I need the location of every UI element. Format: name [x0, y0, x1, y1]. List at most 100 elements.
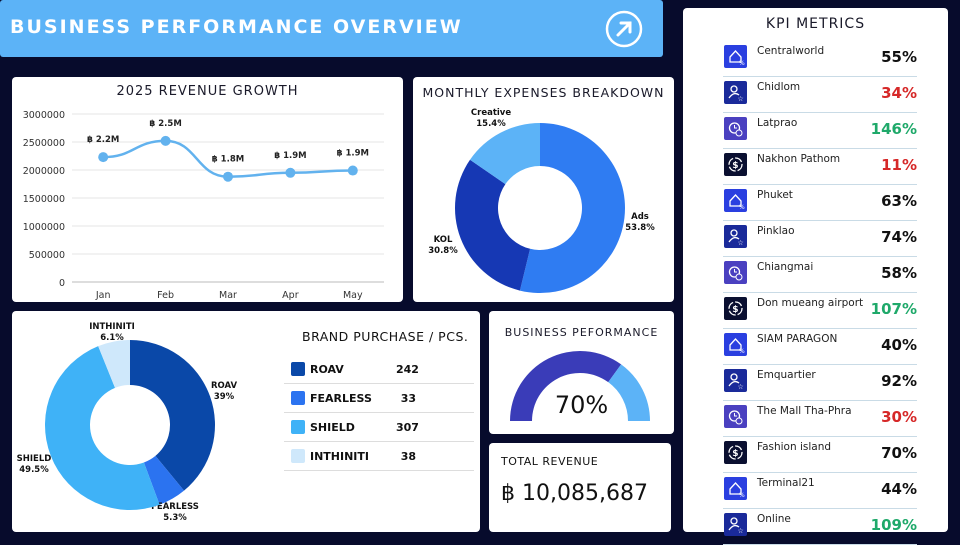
dollar-refresh-icon: $ — [724, 441, 747, 464]
y-tick-label: 500000 — [29, 250, 65, 261]
slice-name: KOL — [434, 235, 453, 245]
kpi-name: The Mall Tha-Phra — [757, 405, 852, 417]
data-label: ฿ 2.5M — [149, 119, 181, 129]
kpi-value: 34% — [881, 84, 917, 102]
header-banner: BUSINESS PERFORMANCE OVERVIEW — [0, 0, 663, 57]
brand-row: ROAV 242 — [284, 356, 474, 384]
kpi-row: $ Nakhon Pathom 11% — [723, 149, 917, 185]
slice-percent: 30.8% — [428, 246, 458, 256]
x-tick-label: Jan — [95, 290, 111, 301]
expenses-card: MONTHLY EXPENSES BREAKDOWN Ads 53.8% KOL 30… — [413, 77, 674, 302]
kpi-row: % Phuket 63% — [723, 185, 917, 221]
kpi-value: 70% — [881, 444, 917, 462]
slice-name: Creative — [471, 108, 511, 118]
kpi-row: The Mall Tha-Phra 30% — [723, 401, 917, 437]
slice-name: Ads — [631, 212, 649, 222]
slice-fearless — [143, 455, 185, 505]
kpi-name: Emquartier — [757, 369, 816, 381]
performance-gauge — [510, 351, 650, 421]
performance-card: BUSINESS PEFORMANCE 70% — [489, 311, 674, 434]
kpi-name: Latprao — [757, 117, 798, 129]
svg-text:$: $ — [732, 161, 738, 171]
kpi-value: 11% — [881, 156, 917, 174]
slice-percent: 5.3% — [163, 513, 187, 523]
slice-ads — [519, 123, 625, 293]
kpi-name: Fashion island — [757, 441, 832, 453]
house-percent-icon: % — [724, 333, 747, 356]
brand-row: INTHINITI 38 — [284, 443, 474, 471]
x-tick-label: Feb — [157, 290, 174, 301]
kpi-value: 107% — [870, 300, 917, 318]
kpi-row: ☆ Pinklao 74% — [723, 221, 917, 257]
kpi-row: % Centralworld 55% — [723, 41, 917, 77]
slice-inthiniti — [98, 340, 130, 388]
brand-pcs: 242 — [396, 363, 419, 376]
x-tick-label: Mar — [219, 290, 237, 301]
svg-text:☆: ☆ — [738, 95, 744, 103]
legend-swatch — [291, 420, 305, 434]
total-revenue-card: TOTAL REVENUE ฿ 10,085,687 — [489, 443, 671, 532]
kpi-value: 58% — [881, 264, 917, 282]
y-tick-label: 1000000 — [23, 222, 65, 233]
kpi-name: SIAM PARAGON — [757, 333, 838, 345]
user-star-icon: ☆ — [724, 513, 747, 536]
page-title: BUSINESS PERFORMANCE OVERVIEW — [10, 16, 463, 38]
kpi-name: Don mueang airport — [757, 297, 864, 309]
dollar-refresh-icon: $ — [724, 297, 747, 320]
performance-title: BUSINESS PEFORMANCE — [504, 326, 659, 339]
kpi-row: % Terminal21 44% — [723, 473, 917, 509]
legend-swatch — [291, 391, 305, 405]
y-tick-label: 3000000 — [23, 110, 65, 121]
revenue-line-chart: 0 500000 1000000 1500000 2000000 2500000 30000… — [23, 110, 384, 301]
data-point — [223, 171, 233, 182]
svg-text:$: $ — [732, 305, 738, 315]
slice-percent: 39% — [214, 392, 235, 402]
kpi-value: 44% — [881, 480, 917, 498]
svg-text:%: % — [739, 60, 745, 67]
revenue-growth-card: 2025 REVENUE GROWTH 0 500000 1000000 150000… — [12, 77, 403, 302]
kpi-value: 146% — [870, 120, 917, 138]
clock-plus-icon — [724, 261, 747, 284]
performance-value: 70% — [554, 391, 609, 419]
legend-swatch — [291, 362, 305, 376]
kpi-name: Chidlom — [757, 81, 801, 93]
kpi-name: Terminal21 — [757, 477, 815, 489]
svg-text:☆: ☆ — [738, 527, 744, 535]
data-point — [160, 135, 171, 146]
dollar-refresh-icon: $ — [724, 153, 747, 176]
svg-text:%: % — [739, 492, 745, 499]
gauge-remaining — [608, 364, 650, 421]
house-percent-icon: % — [724, 477, 747, 500]
brand-row: FEARLESS 33 — [284, 385, 474, 413]
kpi-value: 40% — [881, 336, 917, 354]
kpi-value: 109% — [870, 516, 917, 534]
x-tick-label: Apr — [282, 290, 299, 301]
arrow-up-right-circle-icon[interactable] — [604, 9, 644, 49]
kpi-row: ☆ Emquartier 92% — [723, 365, 917, 401]
slice-percent: 15.4% — [476, 119, 506, 129]
data-point — [347, 165, 358, 176]
svg-text:$: $ — [732, 449, 738, 459]
brand-pcs: 38 — [400, 450, 416, 463]
data-point — [98, 152, 109, 163]
brand-row: SHIELD 307 — [284, 414, 474, 442]
user-star-icon: ☆ — [724, 81, 747, 104]
slice-shield — [44, 346, 160, 511]
chart-title: 2025 REVENUE GROWTH — [116, 84, 299, 99]
svg-text:%: % — [739, 348, 745, 355]
brand-title: BRAND PURCHASE / PCS. — [302, 329, 469, 344]
x-tick-label: May — [343, 290, 363, 301]
kpi-name: Phuket — [757, 189, 793, 201]
y-tick-label: 2000000 — [23, 166, 65, 177]
kpi-metrics-card: KPI METRICS % Centralworld 55% ☆ Chidlom 34% L… — [683, 8, 948, 545]
kpi-value: 30% — [881, 408, 917, 426]
legend-swatch — [291, 449, 305, 463]
slice-creative — [469, 123, 540, 185]
data-label: ฿ 1.9M — [274, 151, 306, 161]
y-tick-label: 2500000 — [23, 138, 65, 149]
slice-name: SHIELD — [17, 454, 52, 464]
house-percent-icon: % — [724, 189, 747, 212]
total-value: ฿ 10,085,687 — [501, 481, 648, 506]
chart-title: MONTHLY EXPENSES BREAKDOWN — [422, 85, 665, 100]
brand-name: ROAV — [310, 363, 344, 376]
